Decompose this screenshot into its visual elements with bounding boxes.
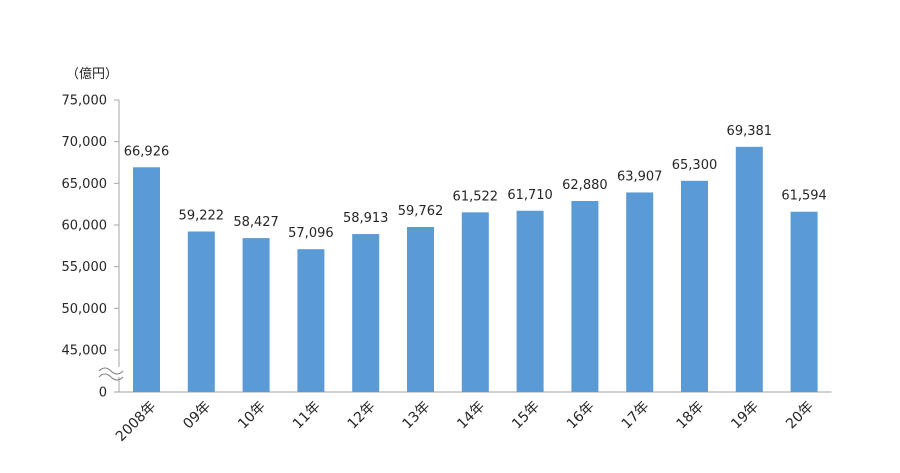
axis-break-wave <box>98 367 124 375</box>
bar <box>461 212 489 392</box>
y-tick-label: 50,000 <box>62 302 108 317</box>
data-labels: 66,926 59,222 58,427 57,096 58,913 59,762 61,5… <box>124 124 827 241</box>
bar <box>681 180 708 392</box>
data-label: 61,710 <box>507 188 553 203</box>
data-label: 59,222 <box>179 208 225 223</box>
y-tick-label: 55,000 <box>62 260 108 275</box>
data-label: 62,880 <box>562 178 608 193</box>
data-label: 57,096 <box>288 226 334 241</box>
category-label: 2008年 <box>113 399 159 445</box>
y-axis: 75,000 70,000 65,000 60,000 55,000 50,000 45,0… <box>62 94 832 401</box>
category-label: 17年 <box>619 399 653 433</box>
category-label: 20年 <box>783 399 817 433</box>
bar <box>242 238 270 392</box>
category-label: 16年 <box>564 399 598 433</box>
axis-break-wave <box>98 373 124 381</box>
y-tick-label: 60,000 <box>62 219 108 234</box>
bar <box>790 211 818 392</box>
data-label: 61,522 <box>453 189 499 204</box>
bar <box>735 146 763 392</box>
y-tick-label: 45,000 <box>62 344 108 359</box>
data-label: 58,913 <box>343 211 389 226</box>
category-labels: 2008年 09年 10年 11年 12年 13年 14年 15年 16年 17年 18年 19年 20… <box>113 399 817 445</box>
category-label: 18年 <box>674 399 708 433</box>
data-label: 69,381 <box>727 124 773 139</box>
data-label: 59,762 <box>398 204 444 219</box>
data-label: 66,926 <box>124 144 170 159</box>
bar <box>133 167 160 392</box>
bar <box>571 201 599 392</box>
category-label: 13年 <box>400 399 434 433</box>
bar <box>407 226 434 392</box>
category-label: 12年 <box>345 399 379 433</box>
bar <box>626 192 654 392</box>
axis-break-marker <box>98 367 125 381</box>
y-tick-label: 75,000 <box>62 94 108 109</box>
category-label: 10年 <box>235 399 269 433</box>
y-tick-label: 0 <box>99 386 107 401</box>
data-label: 63,907 <box>617 169 663 184</box>
category-label: 15年 <box>509 399 543 433</box>
data-label: 58,427 <box>233 215 279 230</box>
bars <box>133 146 818 392</box>
unit-label: （億円） <box>66 66 118 82</box>
data-label: 61,594 <box>781 189 827 204</box>
category-label: 09年 <box>180 399 214 433</box>
bar <box>297 249 325 392</box>
category-label: 19年 <box>728 399 762 433</box>
bar <box>187 231 215 392</box>
y-tick-label: 65,000 <box>62 177 108 192</box>
bar <box>352 234 380 392</box>
y-tick-label: 70,000 <box>62 135 108 150</box>
category-label: 14年 <box>454 399 488 433</box>
category-label: 11年 <box>290 399 324 433</box>
bar <box>516 210 544 392</box>
data-label: 65,300 <box>672 158 718 173</box>
